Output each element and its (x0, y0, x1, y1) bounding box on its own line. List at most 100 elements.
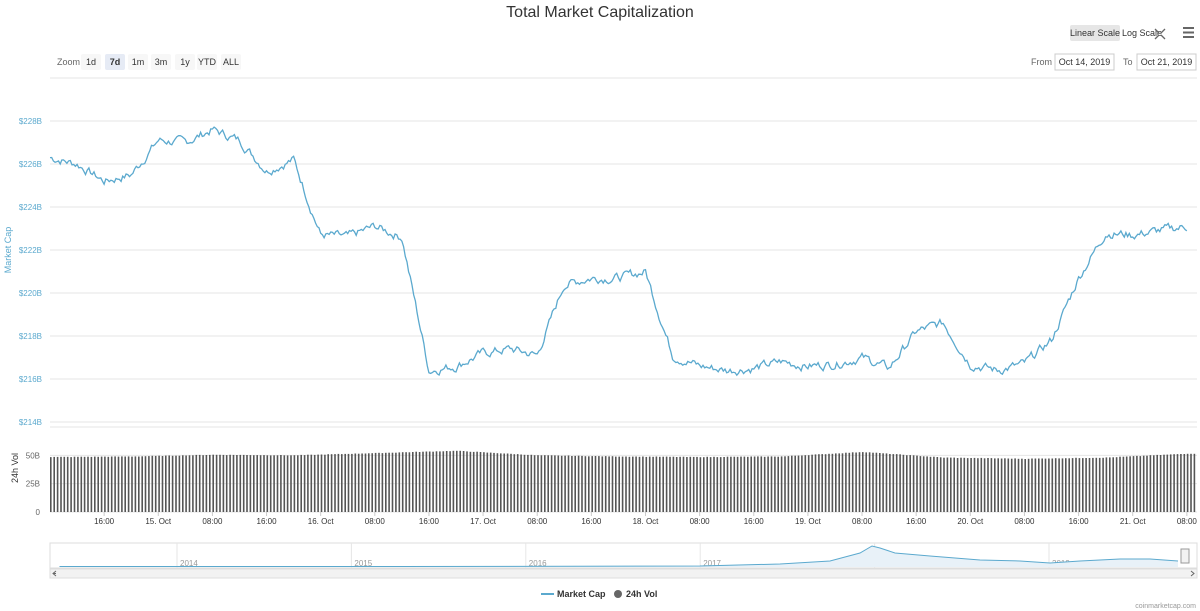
volume-bar (638, 456, 641, 512)
y-tick-label: $220B (19, 289, 42, 298)
volume-bar (212, 454, 214, 512)
volume-bar (594, 456, 597, 512)
svg-text:3m: 3m (155, 57, 168, 67)
volume-bar (564, 455, 566, 512)
volume-bar (1115, 457, 1118, 512)
volume-bar (395, 452, 397, 512)
volume-bar (300, 454, 302, 512)
volume-bar (577, 455, 580, 512)
zoom-button-1y[interactable]: 1y (175, 54, 195, 70)
volume-bar (232, 454, 235, 512)
volume-bar (500, 453, 502, 512)
legend-item-24h-vol[interactable]: 24h Vol (614, 589, 657, 599)
volume-bar (90, 456, 93, 512)
volume-bar (1014, 458, 1016, 512)
volume-bar (757, 456, 759, 512)
svg-text:1y: 1y (180, 57, 190, 67)
volume-bar (425, 451, 428, 512)
volume-bar (1021, 458, 1023, 512)
volume-bar (652, 456, 654, 512)
zoom-button-all[interactable]: ALL (221, 54, 241, 70)
volume-bar (1048, 458, 1050, 512)
volume-bar (303, 455, 306, 512)
zoom-button-1m[interactable]: 1m (128, 54, 148, 70)
volume-bar (175, 455, 177, 512)
zoom-button-3m[interactable]: 3m (151, 54, 171, 70)
x-tick-label: 16:00 (906, 517, 927, 526)
navigator-year-label: 2014 (180, 559, 198, 568)
volume-bar (716, 457, 719, 512)
x-tick-label: 08:00 (365, 517, 386, 526)
volume-bar (486, 452, 489, 512)
volume-bar (489, 452, 492, 512)
volume-bar (824, 454, 827, 512)
volume-bar (168, 455, 170, 512)
volume-bar (66, 456, 69, 512)
volume-bar (253, 455, 255, 512)
volume-bar (581, 455, 583, 512)
volume-bar (743, 456, 746, 512)
volume-bar (185, 455, 187, 512)
volume-bar (182, 455, 184, 512)
scale-button-log[interactable]: Log Scale (1122, 25, 1162, 41)
volume-bar (1146, 455, 1148, 512)
volume-bar (527, 454, 529, 512)
volume-bar (632, 456, 634, 512)
volume-bar (699, 457, 702, 512)
volume-bar (1027, 458, 1030, 512)
navigator-year-label: 2017 (703, 559, 721, 568)
volume-bar (1075, 457, 1077, 512)
to-date-input[interactable]: Oct 21, 2019 (1141, 57, 1193, 67)
volume-bar (770, 456, 773, 512)
volume-bar (557, 455, 560, 512)
legend-item-market-cap[interactable]: Market Cap (541, 589, 606, 599)
volume-bar (1102, 457, 1104, 512)
menu-icon[interactable] (1183, 27, 1194, 38)
volume-bar (381, 453, 384, 512)
volume-bar (862, 452, 864, 512)
volume-bar (330, 454, 333, 512)
volume-bar (73, 456, 76, 512)
volume-bar (730, 456, 732, 512)
volume-bar (1078, 458, 1081, 512)
zoom-label: Zoom (57, 57, 80, 67)
volume-bar (1119, 456, 1121, 512)
navigator[interactable]: 201420152016201720182019 (49, 542, 1198, 579)
zoom-button-1d[interactable]: 1d (81, 54, 101, 70)
volume-bar (469, 451, 472, 512)
volume-bar (523, 454, 526, 512)
y-axis-ticks: $214B $216B $218B $220B $222B $224B $226B $228B (19, 117, 42, 427)
volume-bar (990, 458, 993, 512)
volume-bar (324, 454, 326, 512)
volume-bar (909, 455, 911, 512)
volume-bar (1109, 457, 1111, 512)
volume-bar (263, 455, 265, 512)
zoom-button-ytd[interactable]: YTD (197, 54, 217, 70)
volume-bar (811, 454, 813, 512)
volume-bar (618, 456, 620, 512)
volume-bar (1000, 458, 1003, 512)
scale-button-linear[interactable]: Linear Scale (1070, 25, 1120, 41)
volume-bar (814, 454, 817, 512)
volume-bar (225, 455, 228, 512)
volume-bar (835, 453, 837, 512)
volume-bar (236, 455, 238, 512)
navigator-scrollbar[interactable] (49, 568, 1198, 579)
volume-bar (286, 455, 289, 512)
volume-bar (283, 455, 286, 512)
volume-bar (818, 454, 820, 512)
volume-bar (1041, 458, 1043, 512)
zoom-button-7d[interactable]: 7d (105, 54, 125, 70)
navigator-handle[interactable] (1180, 548, 1190, 564)
volume-bar (922, 456, 925, 512)
x-tick-label: 18. Oct (633, 517, 660, 526)
x-tick-label: 21. Oct (1120, 517, 1147, 526)
volume-bar (1051, 458, 1054, 512)
x-tick-label: 17. Oct (470, 517, 497, 526)
from-date-input[interactable]: Oct 14, 2019 (1059, 57, 1111, 67)
x-tick-label: 16. Oct (308, 517, 335, 526)
fullscreen-icon[interactable] (1154, 28, 1166, 40)
volume-bar (405, 452, 407, 512)
volume-bars (50, 450, 1196, 512)
volume-bar (648, 456, 651, 512)
